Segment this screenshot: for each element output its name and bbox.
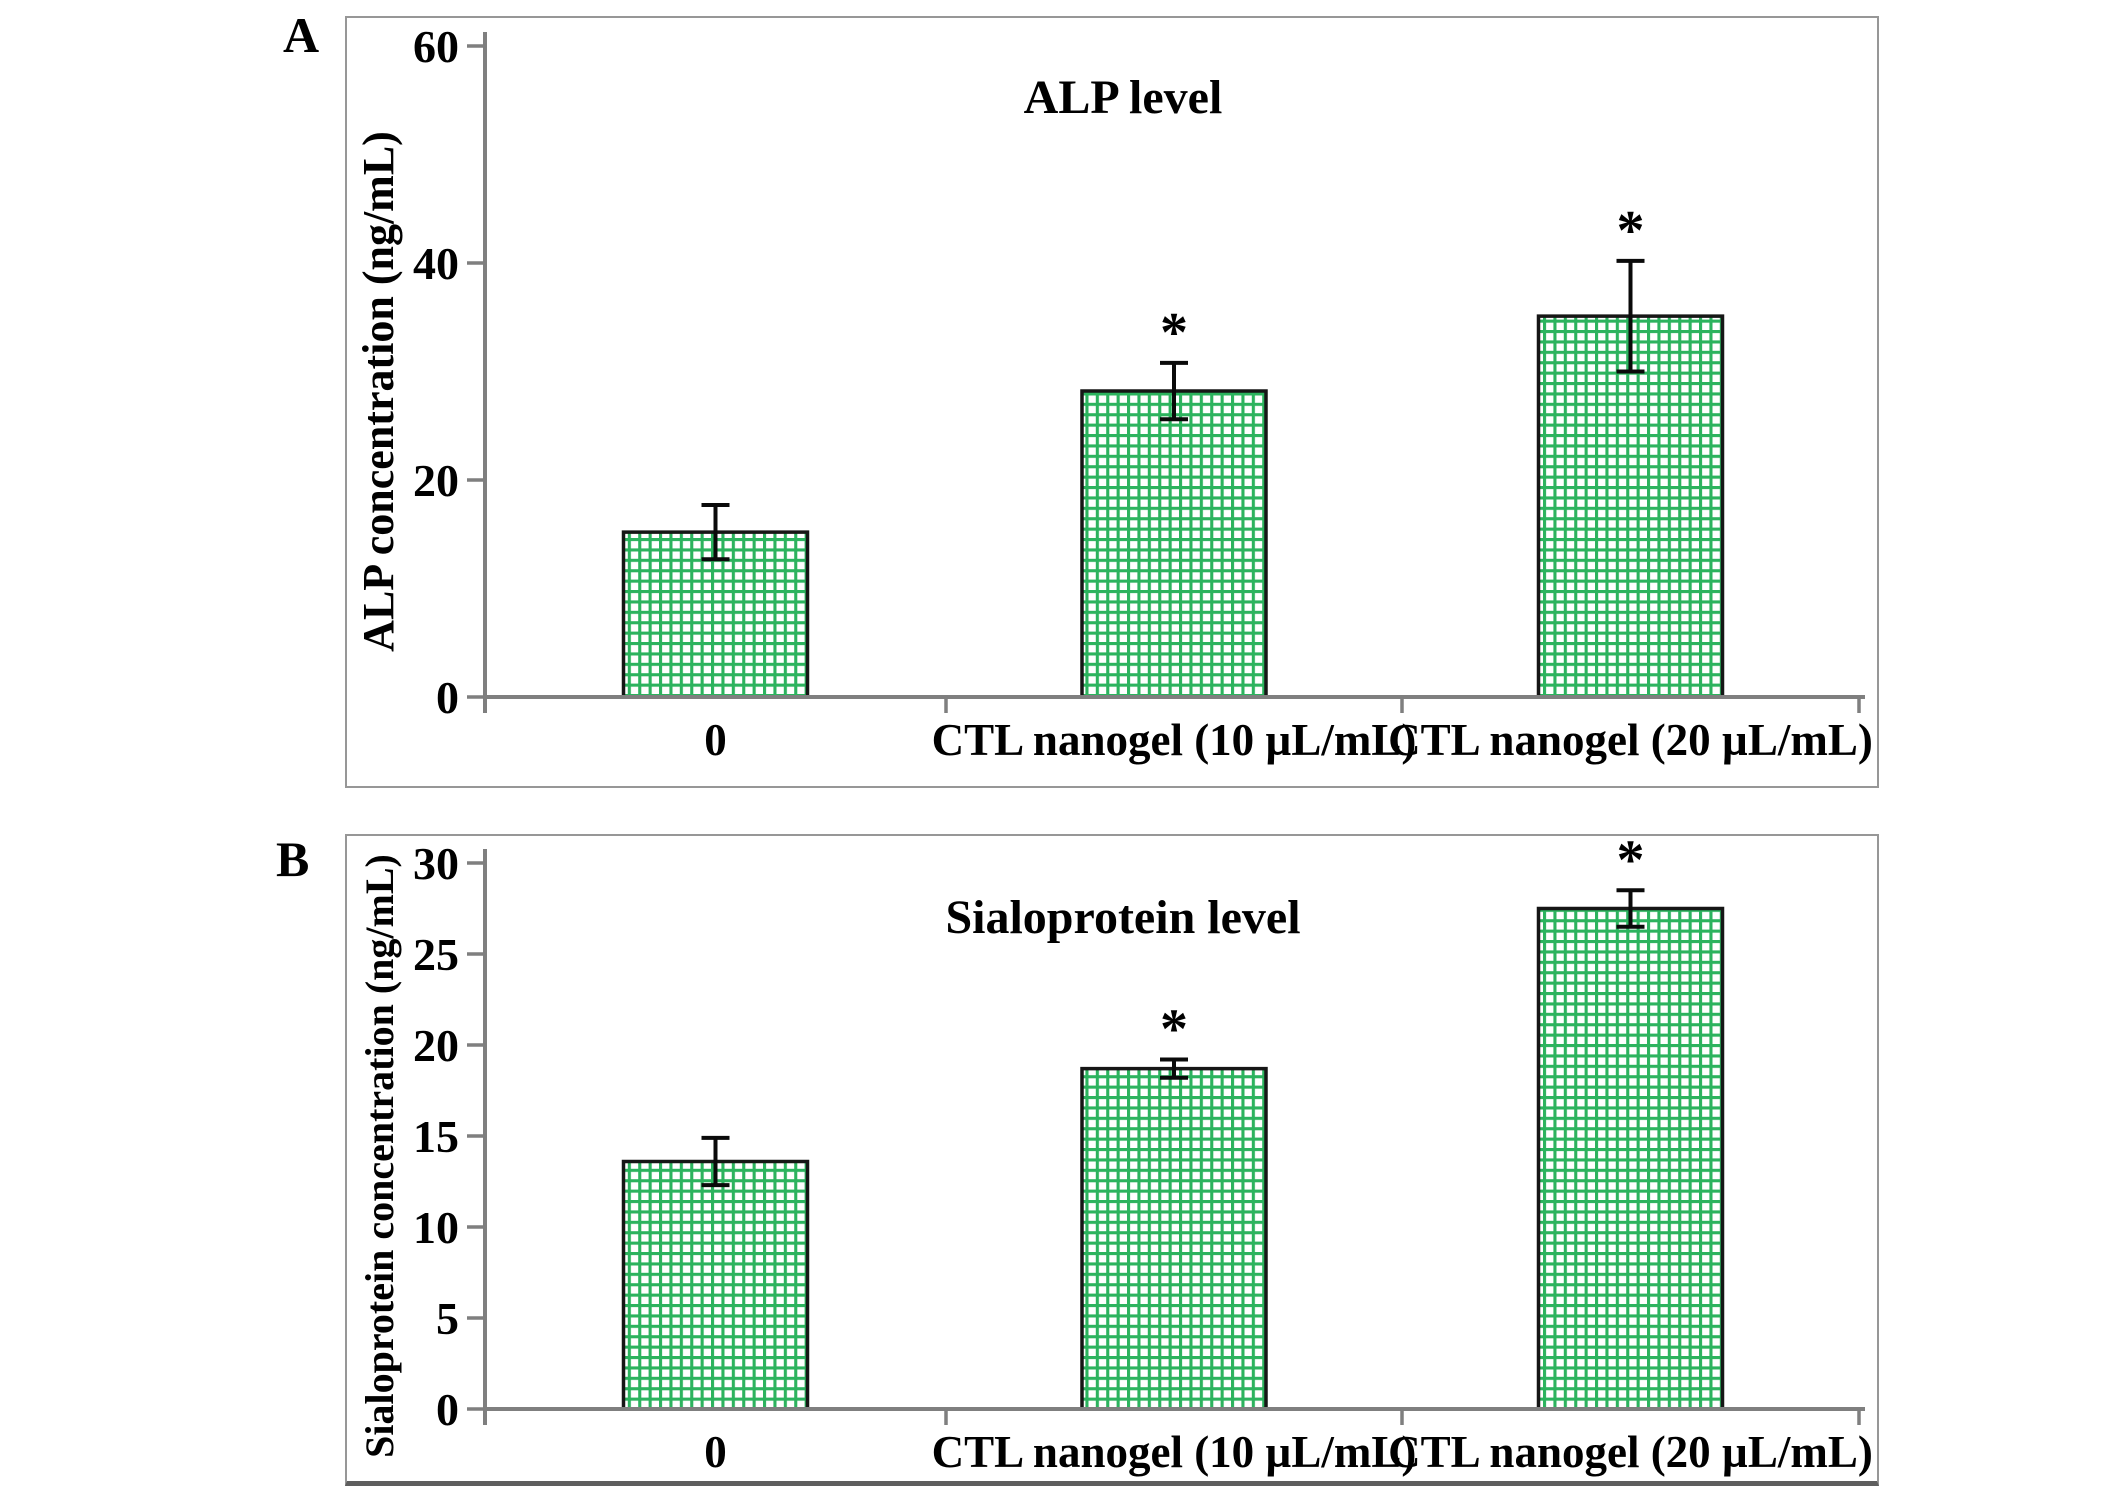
sialo-bar-0 bbox=[623, 1161, 808, 1409]
sialo-y-tick-label: 10 bbox=[413, 1202, 459, 1253]
alp-significance-star-2: * bbox=[1617, 200, 1645, 262]
sialo-y-tick-label: 15 bbox=[413, 1111, 459, 1162]
sialo-significance-star-2: * bbox=[1617, 836, 1645, 891]
alp-y-axis-title: ALP concentration (ng/mL) bbox=[354, 131, 403, 652]
alp-y-tick-label: 60 bbox=[413, 21, 459, 72]
alp-category-label-0: 0 bbox=[704, 715, 727, 765]
sialo-significance-star-1: * bbox=[1160, 999, 1188, 1061]
panel-b-box: Sialoprotein level Sialoprotein concentra… bbox=[345, 834, 1879, 1486]
sialo-bar-2 bbox=[1538, 908, 1723, 1409]
alp-significance-star-1: * bbox=[1160, 302, 1188, 364]
alp-y-tick-label: 0 bbox=[436, 672, 459, 723]
panel-a-box: ALP level ALP concentration (ng/mL) 0 20 40 6… bbox=[345, 16, 1879, 788]
alp-category-label-1: CTL nanogel (10 µL/mL) bbox=[932, 715, 1417, 765]
sialo-bar-1 bbox=[1082, 1068, 1266, 1409]
sialo-y-tick-label: 25 bbox=[413, 929, 459, 980]
alp-bar-1 bbox=[1082, 391, 1266, 697]
sialo-y-axis-title: Sialoprotein concentration (ng/mL) bbox=[357, 854, 402, 1458]
panel-label-a: A bbox=[283, 7, 320, 63]
alp-y-tick-label: 20 bbox=[413, 455, 459, 506]
sialo-category-label-2: CTL nanogel (20 µL/mL) bbox=[1388, 1427, 1873, 1477]
sialo-y-tick-label: 20 bbox=[413, 1020, 459, 1071]
panel-label-b: B bbox=[276, 831, 310, 887]
sialo-y-tick-label: 5 bbox=[436, 1293, 459, 1344]
sialo-y-tick-label: 30 bbox=[413, 838, 459, 889]
sialo-category-label-1: CTL nanogel (10 µL/mL) bbox=[932, 1427, 1417, 1477]
alp-bar-2 bbox=[1538, 316, 1723, 697]
sialo-chart-title: Sialoprotein level bbox=[945, 891, 1300, 944]
alp-category-label-2: CTL nanogel (20 µL/mL) bbox=[1388, 715, 1873, 765]
alp-level-chart: ALP level ALP concentration (ng/mL) 0 20 40 6… bbox=[354, 21, 1873, 765]
alp-y-tick-label: 40 bbox=[413, 238, 459, 289]
sialo-category-label-0: 0 bbox=[704, 1427, 727, 1477]
sialo-y-tick-label: 0 bbox=[436, 1384, 459, 1435]
alp-chart-title: ALP level bbox=[1024, 71, 1223, 124]
sialoprotein-level-chart: Sialoprotein level Sialoprotein concentra… bbox=[357, 836, 1873, 1477]
